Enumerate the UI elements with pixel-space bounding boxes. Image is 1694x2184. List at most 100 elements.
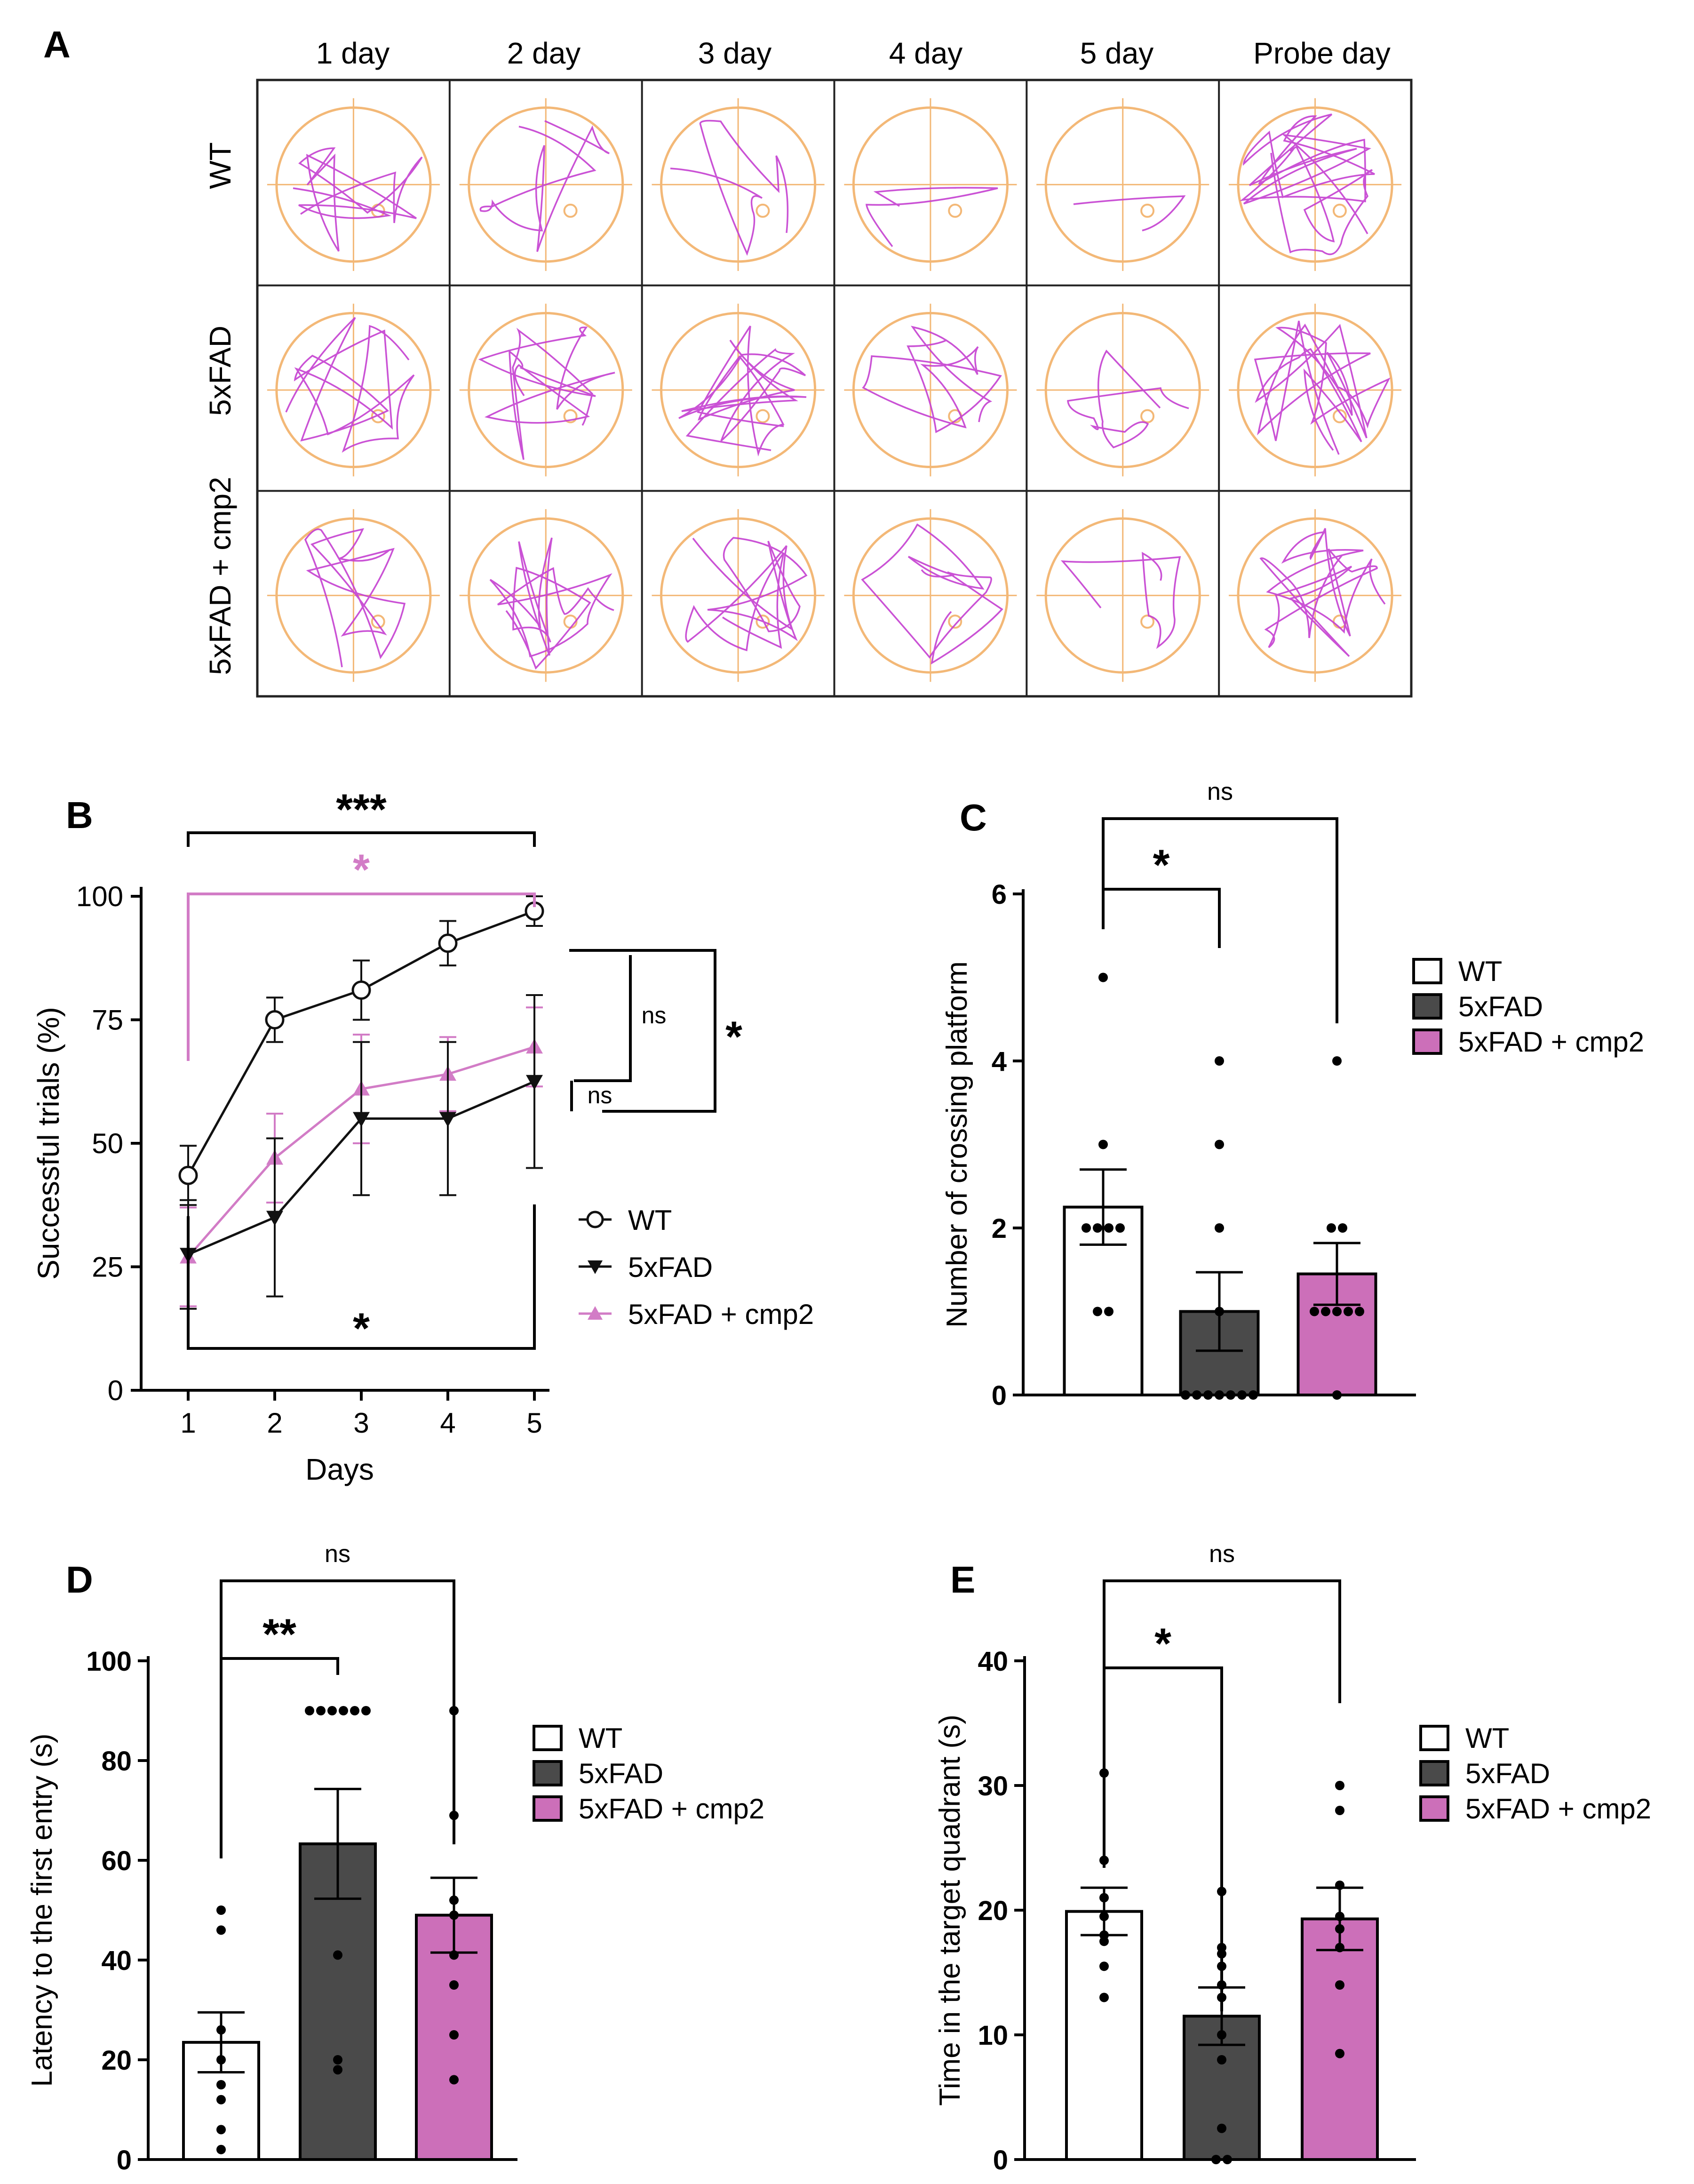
legend-marker bbox=[586, 1211, 604, 1228]
day-label-5: 5 day bbox=[1080, 36, 1154, 70]
panel-e-letter: E bbox=[950, 1559, 975, 1601]
legend-swatch bbox=[533, 1725, 563, 1751]
sig-label-low: * bbox=[1153, 841, 1170, 889]
legend-label: 5xFAD + cmp2 bbox=[1465, 1793, 1651, 1825]
legend-label: 5xFAD + cmp2 bbox=[628, 1299, 814, 1330]
day-label-2: 2 day bbox=[507, 36, 581, 70]
data-point bbox=[1215, 1223, 1224, 1233]
data-point bbox=[216, 2025, 226, 2035]
y-tick-label: 6 bbox=[992, 879, 1007, 910]
y-tick-label: 40 bbox=[101, 1945, 132, 1976]
y-tick-label: 10 bbox=[978, 2020, 1008, 2051]
day-label-3: 3 day bbox=[698, 36, 772, 70]
track-grid bbox=[256, 79, 1413, 698]
legend-label: 5xFAD + cmp2 bbox=[1458, 1026, 1644, 1058]
x-tick-label: 1 bbox=[180, 1407, 196, 1439]
data-point bbox=[1115, 1223, 1125, 1233]
data-point bbox=[1098, 1140, 1108, 1149]
y-tick-label: 4 bbox=[992, 1046, 1007, 1077]
sig-bracket-5xfad bbox=[187, 1204, 536, 1350]
data-point bbox=[1215, 1307, 1224, 1316]
legend-label: 5xFAD bbox=[1458, 991, 1543, 1022]
y-tick-label: 75 bbox=[92, 1004, 123, 1036]
swim-path bbox=[478, 327, 615, 460]
panel-a-letter: A bbox=[43, 24, 71, 65]
data-point bbox=[1099, 1993, 1109, 2002]
data-point bbox=[350, 1706, 359, 1715]
legend-label: 5xFAD bbox=[579, 1758, 663, 1789]
data-point bbox=[1099, 1961, 1109, 1971]
data-point bbox=[327, 1706, 337, 1715]
sig-bracket-low bbox=[1103, 1666, 1223, 2011]
legend-label: 5xFAD bbox=[628, 1251, 713, 1283]
data-point bbox=[361, 1706, 371, 1715]
swim-path bbox=[489, 537, 614, 670]
data-point bbox=[216, 2095, 226, 2104]
panel-d-letter: D bbox=[66, 1559, 93, 1601]
y-tick-label: 0 bbox=[108, 1375, 123, 1406]
sig-label-right-upper: ns bbox=[642, 1002, 667, 1028]
y-tick-label: 100 bbox=[86, 1646, 132, 1677]
swim-path bbox=[678, 326, 807, 457]
sig-label-wt: *** bbox=[336, 786, 387, 834]
legend-marker bbox=[588, 1260, 603, 1274]
data-point bbox=[1203, 1390, 1213, 1400]
sig-label-high: ns bbox=[1209, 1540, 1235, 1568]
swim-path bbox=[293, 147, 423, 252]
legend-swatch bbox=[533, 1795, 563, 1822]
data-point bbox=[216, 2055, 226, 2064]
data-point bbox=[1215, 1056, 1224, 1066]
data-point bbox=[216, 2080, 226, 2089]
data-point bbox=[1335, 1943, 1344, 1953]
y-axis-label: Time in the target quadrant (s) bbox=[934, 1714, 966, 2106]
data-point bbox=[1344, 1307, 1353, 1316]
data-point bbox=[265, 1010, 285, 1029]
platform-marker bbox=[371, 409, 385, 423]
y-tick-label: 30 bbox=[978, 1771, 1008, 1801]
x-tick-label: 5 bbox=[526, 1407, 542, 1439]
legend-label: 5xFAD bbox=[1465, 1758, 1550, 1789]
data-point bbox=[1335, 1806, 1344, 1815]
platform-marker bbox=[1140, 409, 1155, 423]
data-point bbox=[1082, 1223, 1091, 1233]
platform-marker bbox=[756, 203, 770, 218]
data-point bbox=[1217, 2030, 1226, 2040]
platform-marker bbox=[756, 614, 770, 629]
y-axis-label: Latency to the first entry (s) bbox=[26, 1733, 58, 2087]
data-point bbox=[1332, 1307, 1342, 1316]
panel-c-letter: C bbox=[960, 797, 987, 838]
data-point bbox=[216, 2144, 226, 2154]
platform-marker bbox=[1332, 203, 1347, 218]
legend-swatch bbox=[1419, 1760, 1449, 1786]
sig-label-right-outer: * bbox=[725, 1013, 742, 1061]
data-point bbox=[449, 1910, 459, 1920]
bar-chart-crossings: 0 2 4 6 Number of crossing platform * ns WT 5xFA… bbox=[941, 778, 1644, 1411]
data-point bbox=[1237, 1390, 1247, 1400]
data-point bbox=[1355, 1307, 1364, 1316]
data-point bbox=[333, 2065, 342, 2075]
y-axis-label: Number of crossing platform bbox=[941, 961, 973, 1328]
line-chart-successful-trials: 0 25 50 75 100 1 2 3 4 5 Days Successful trials (%)… bbox=[32, 786, 814, 1486]
y-tick-label: 0 bbox=[117, 2145, 132, 2176]
legend-label: WT bbox=[1465, 1722, 1509, 1754]
data-point bbox=[216, 1905, 226, 1915]
swim-path bbox=[1067, 350, 1189, 449]
sig-label-low: ** bbox=[262, 1610, 296, 1658]
legend-label: WT bbox=[1458, 956, 1502, 987]
data-point bbox=[1335, 1980, 1344, 1990]
panel-d: D 0 20 40 60 80 100 Latency to the first entry… bbox=[26, 1540, 764, 2176]
platform-marker bbox=[1332, 409, 1347, 423]
data-point bbox=[1335, 1781, 1344, 1790]
data-point bbox=[1321, 1307, 1330, 1316]
data-point bbox=[1192, 1390, 1201, 1400]
data-point bbox=[449, 2075, 459, 2085]
data-point bbox=[1335, 1881, 1344, 1890]
data-point bbox=[333, 1950, 342, 1960]
data-point bbox=[526, 1075, 543, 1090]
data-point bbox=[1335, 1912, 1344, 1921]
data-point bbox=[1098, 972, 1108, 982]
platform-marker bbox=[1140, 614, 1155, 629]
data-point bbox=[1223, 2155, 1232, 2164]
y-tick-label: 60 bbox=[101, 1846, 132, 1876]
platform-marker bbox=[948, 203, 962, 218]
